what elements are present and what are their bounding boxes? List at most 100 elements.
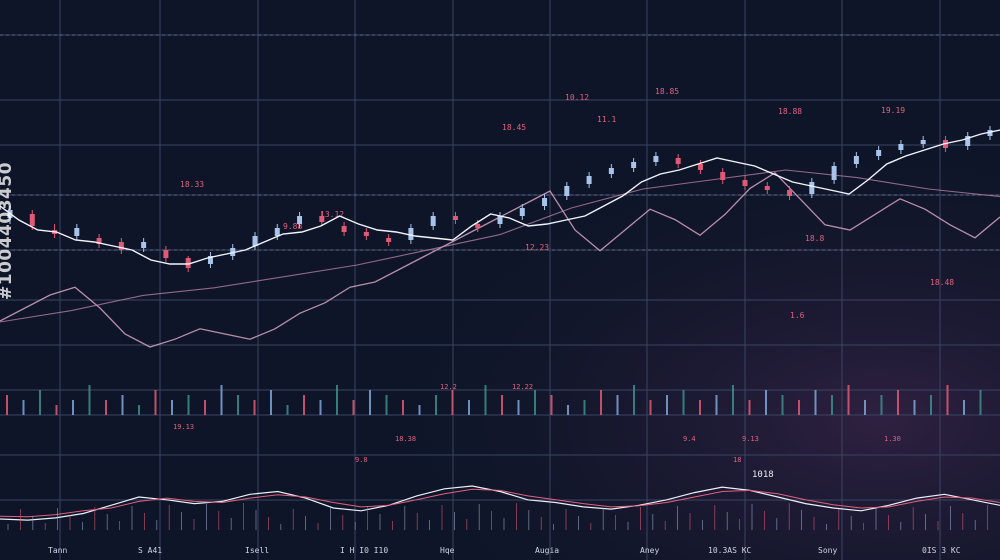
- x-tick-label: Tann: [48, 546, 67, 555]
- volume-bar: [435, 395, 437, 415]
- candle-body: [519, 208, 525, 216]
- x-tick-label: Isell: [245, 546, 269, 555]
- volume-bar: [880, 395, 883, 415]
- price-label: 18.45: [502, 123, 526, 132]
- volume-label: 19.13: [173, 423, 194, 431]
- price-label: 12.23: [525, 243, 549, 252]
- candle-body: [653, 156, 659, 162]
- volume-bar: [798, 400, 800, 415]
- candle-body: [920, 140, 926, 144]
- candle-body: [542, 198, 548, 206]
- volume-bar: [930, 395, 932, 415]
- volume-bar: [501, 395, 503, 415]
- volume-label: 9.13: [742, 435, 759, 443]
- volume-bar: [105, 400, 107, 415]
- candle-body: [207, 256, 213, 264]
- volume-bar: [666, 395, 668, 415]
- volume-bar: [732, 385, 734, 415]
- volume-bar: [451, 390, 454, 415]
- x-tick-label: Hqe: [440, 546, 455, 555]
- volume-bar: [468, 400, 470, 415]
- volume-bar: [781, 395, 784, 415]
- volume-bar: [6, 395, 8, 415]
- volume-bar: [352, 400, 355, 415]
- volume-bar: [22, 400, 25, 415]
- volume-bar: [336, 385, 338, 415]
- volume-bar: [187, 395, 190, 415]
- volume-bar: [303, 395, 305, 415]
- volume-bar: [699, 400, 701, 415]
- x-tick-label: S A41: [138, 546, 162, 555]
- candle-body: [586, 176, 592, 184]
- candle-body: [319, 216, 325, 222]
- candle-body: [965, 136, 971, 146]
- price-label: 10.12: [565, 93, 589, 102]
- volume-bar: [913, 400, 916, 415]
- price-label: 1.6: [790, 311, 805, 320]
- price-label: 11.1: [597, 115, 616, 124]
- volume-bar: [765, 390, 767, 415]
- candle-body: [386, 238, 392, 242]
- price-label: 19.19: [881, 106, 905, 115]
- candle-body: [720, 172, 726, 180]
- volume-label: 1.30: [884, 435, 901, 443]
- volume-bar: [946, 385, 949, 415]
- volume-bar: [484, 385, 487, 415]
- x-tick-label: Aney: [640, 546, 659, 555]
- volume-bar: [715, 395, 718, 415]
- price-label: 18.88: [778, 107, 802, 116]
- candle-body: [341, 226, 347, 232]
- candle-body: [96, 238, 102, 244]
- volume-bar: [369, 390, 371, 415]
- volume-bar: [138, 405, 140, 415]
- candle-body: [74, 228, 80, 236]
- oscillator-mark: 9.8: [355, 456, 368, 464]
- candle-body: [363, 232, 369, 236]
- price-label: 18.85: [655, 87, 679, 96]
- oscillator-line: [0, 485, 1000, 521]
- volume-bar: [253, 400, 256, 415]
- candle-body: [185, 258, 191, 268]
- volume-bar: [418, 405, 421, 415]
- candle-body: [631, 162, 637, 168]
- volume-bar: [204, 400, 206, 415]
- candle-body: [675, 158, 681, 164]
- volume-bar: [897, 390, 899, 415]
- x-tick-label: 10.3AS KC: [708, 546, 752, 555]
- volume-bar: [864, 400, 866, 415]
- volume-bar: [534, 390, 536, 415]
- volume-bar: [55, 405, 58, 415]
- volume-bar: [171, 400, 173, 415]
- candle-body: [452, 216, 458, 220]
- candle-body: [297, 216, 303, 224]
- volume-bar: [748, 400, 751, 415]
- candle-body: [497, 216, 503, 224]
- stock-id-watermark: #1004403450: [0, 161, 16, 300]
- candle-body: [141, 242, 147, 248]
- price-label: 9.88: [283, 222, 302, 231]
- x-tick-label: Sony: [818, 546, 837, 555]
- candle-body: [475, 224, 481, 228]
- candle-body: [787, 190, 793, 196]
- candle-body: [163, 250, 169, 258]
- volume-bar: [649, 400, 652, 415]
- volume-bar: [385, 395, 388, 415]
- candle-body: [118, 242, 124, 250]
- volume-bar: [286, 405, 289, 415]
- candle-body: [564, 186, 570, 196]
- price-label: 18.8: [805, 234, 824, 243]
- volume-bar: [847, 385, 850, 415]
- candle-body: [853, 156, 859, 164]
- volume-bar: [979, 390, 982, 415]
- volume-bar: [831, 395, 833, 415]
- candle-body: [876, 150, 882, 156]
- volume-bar: [72, 400, 74, 415]
- volume-bar: [963, 400, 965, 415]
- volume-bar: [682, 390, 685, 415]
- x-tick-label: I H I0 I10: [340, 546, 388, 555]
- volume-bar: [270, 390, 272, 415]
- candle-body: [29, 214, 35, 226]
- volume-bar: [633, 385, 635, 415]
